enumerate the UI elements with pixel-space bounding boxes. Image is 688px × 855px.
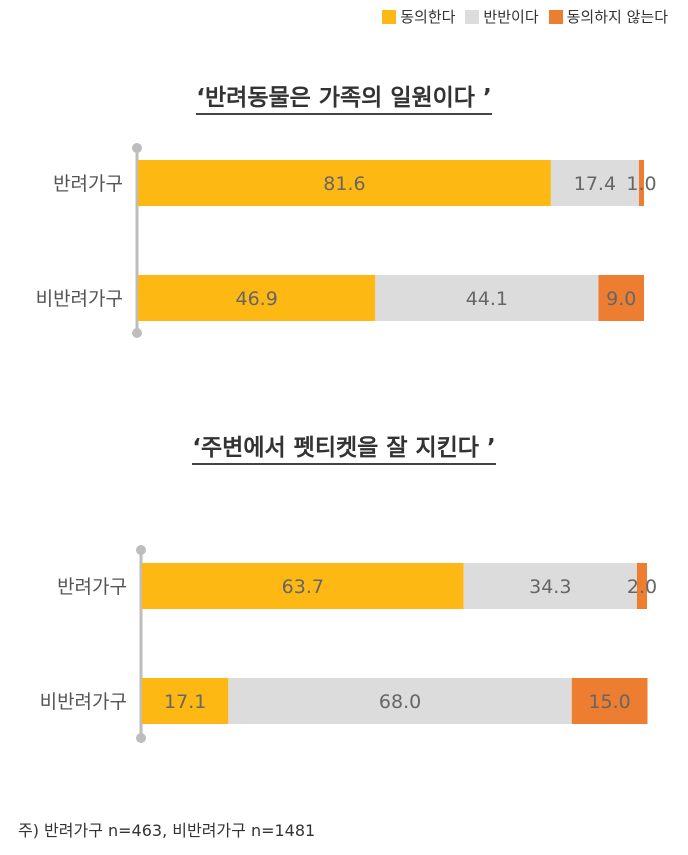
data-label: 46.9 bbox=[236, 288, 278, 310]
category-label: 비반려가구 bbox=[36, 288, 123, 310]
axis-cap-top bbox=[136, 545, 146, 555]
data-label: 1.0 bbox=[626, 173, 656, 195]
bar-segment bbox=[138, 160, 551, 206]
bar-segment bbox=[375, 275, 599, 321]
chart-2-title-text: ‘주변에서 펫티켓을 잘 지킨다 ’ bbox=[192, 435, 496, 465]
legend-swatch-agree bbox=[382, 9, 397, 24]
legend-label-agree: 동의한다 bbox=[400, 8, 456, 26]
data-label: 34.3 bbox=[529, 576, 571, 598]
bar-segment bbox=[142, 678, 229, 724]
chart-1-title-text: ‘반려동물은 가족의 일원이다 ’ bbox=[196, 85, 492, 115]
bar-segment bbox=[638, 160, 644, 206]
axis-cap-top bbox=[132, 143, 142, 153]
bar-segment bbox=[142, 563, 464, 609]
legend-label-neutral: 반반이다 bbox=[483, 8, 539, 26]
legend-item-disagree: 동의하지 않는다 bbox=[548, 6, 668, 27]
footnote: 주) 반려가구 n=463, 비반려가구 n=1481 bbox=[18, 821, 316, 840]
bar-segment bbox=[228, 678, 572, 724]
data-label: 63.7 bbox=[282, 576, 324, 598]
category-label: 반려가구 bbox=[57, 576, 127, 598]
legend-item-agree: 동의한다 bbox=[382, 6, 455, 27]
bar-segment bbox=[636, 563, 647, 609]
axis-cap-bottom bbox=[132, 328, 142, 338]
legend-swatch-disagree bbox=[548, 9, 563, 24]
data-label: 15.0 bbox=[588, 691, 630, 713]
chart-2-svg: 반려가구 63.7 34.3 2.0 비반려가구 17.1 68.0 15.0 bbox=[40, 545, 657, 743]
chart-2-title: ‘주변에서 펫티켓을 잘 지킨다 ’ bbox=[0, 428, 688, 465]
chart-1-svg: 반려가구 81.6 17.4 1.0 비반려가구 46.9 44.1 9.0 bbox=[36, 143, 657, 338]
bar-segment bbox=[463, 563, 637, 609]
category-label: 반려가구 bbox=[53, 173, 123, 195]
bar-segment bbox=[571, 678, 648, 724]
category-label: 비반려가구 bbox=[40, 691, 127, 713]
data-label: 9.0 bbox=[606, 288, 636, 310]
bar-segment bbox=[598, 275, 644, 321]
data-label: 44.1 bbox=[466, 288, 508, 310]
legend-label-disagree: 동의하지 않는다 bbox=[566, 8, 668, 26]
chart-1-title: ‘반려동물은 가족의 일원이다 ’ bbox=[0, 78, 688, 115]
bar-segment bbox=[550, 160, 639, 206]
data-label: 81.6 bbox=[323, 173, 365, 195]
axis-cap-bottom bbox=[136, 733, 146, 743]
data-label: 68.0 bbox=[379, 691, 421, 713]
legend-item-neutral: 반반이다 bbox=[465, 6, 539, 27]
legend: 동의한다 반반이다 동의하지 않는다 bbox=[382, 6, 668, 27]
data-label: 2.0 bbox=[627, 576, 657, 598]
data-label: 17.1 bbox=[164, 691, 206, 713]
data-label: 17.4 bbox=[574, 173, 616, 195]
legend-swatch-neutral bbox=[465, 9, 480, 24]
bar-segment bbox=[138, 275, 376, 321]
